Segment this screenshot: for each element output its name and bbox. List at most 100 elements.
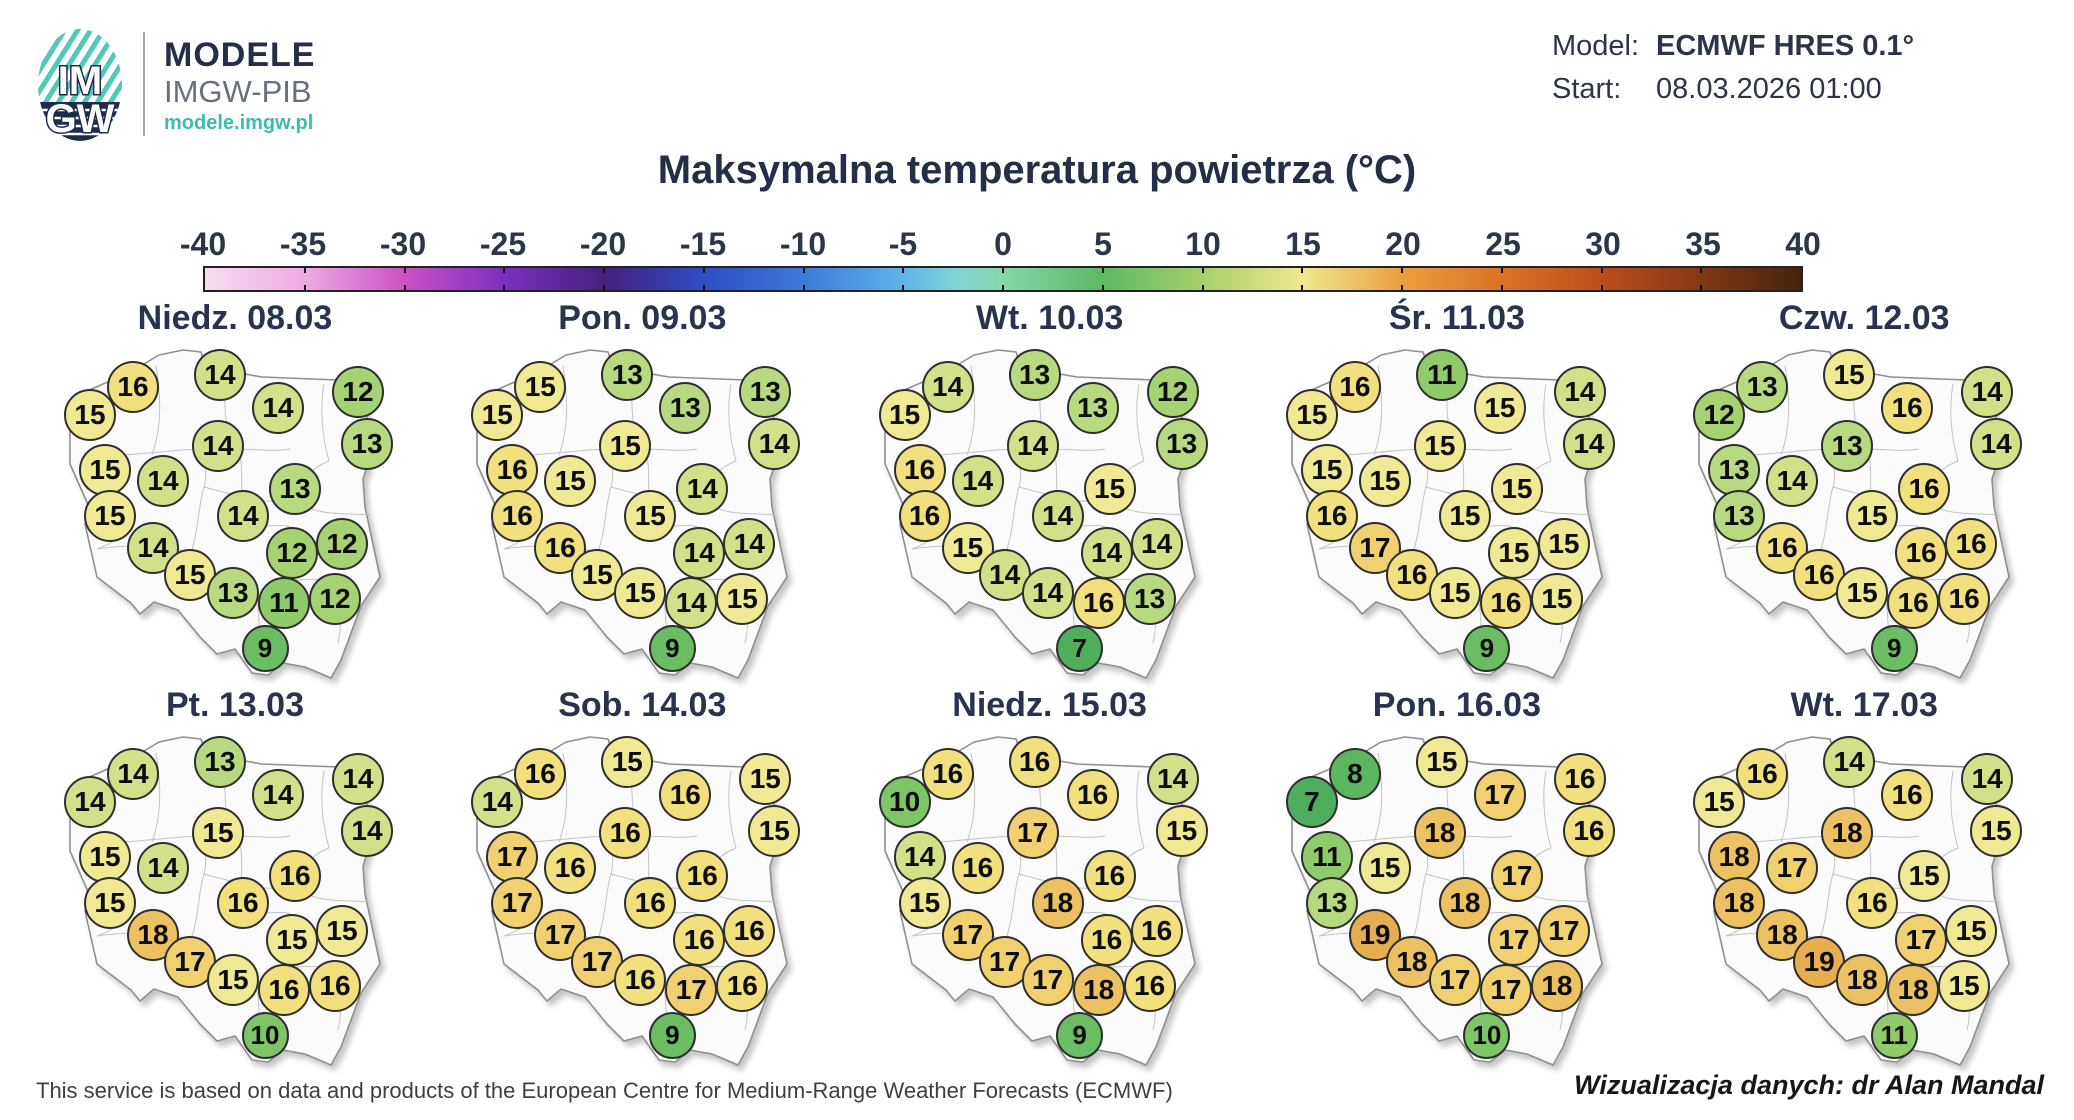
temp-bubble: 16	[491, 490, 544, 542]
colorbar-tick-mark	[1401, 285, 1403, 290]
temp-bubble: 16	[1328, 361, 1381, 413]
map-canvas: 16 16 14 10 16 15 17 14 16 16 15 18 17 16 16 17 17 18 16 9	[855, 724, 1245, 1074]
temp-bubble: 16	[1080, 914, 1133, 966]
temp-bubble: 16	[1881, 769, 1934, 821]
start-value: 08.03.2026 01:00	[1656, 73, 1882, 105]
temp-bubble: 16	[951, 842, 1004, 894]
temp-bubble: 15	[79, 831, 131, 883]
temp-bubble: 15	[1487, 527, 1540, 579]
temp-bubble: 16	[614, 954, 667, 1006]
temp-bubble: 16	[723, 905, 776, 957]
temp-bubble: 15	[614, 567, 667, 619]
temp-bubble: 14	[951, 455, 1004, 507]
forecast-map-cell: Pon. 16.03 8 15 16 7 17 16 18 11 15 17 13 18 19 17 17 1…	[1262, 687, 1652, 1074]
temp-bubble: 14	[1961, 366, 2014, 418]
map-day-title: Niedz. 15.03	[952, 686, 1147, 724]
temp-bubble: 12	[316, 518, 368, 570]
temp-bubble: 15	[514, 361, 567, 413]
temp-bubble: 14	[1970, 418, 2023, 470]
temp-bubble: 13	[1821, 420, 1874, 472]
colorbar-tick-label: -10	[779, 226, 827, 262]
temp-bubble: 18	[1708, 831, 1761, 883]
temp-bubble: 14	[1006, 420, 1059, 472]
temp-bubble: 15	[84, 490, 136, 542]
temp-bubble: 14	[673, 527, 726, 579]
temp-bubble: 15	[1358, 455, 1411, 507]
temp-bubble: 9	[648, 624, 696, 672]
colorbar-tick-mark	[1101, 268, 1104, 273]
map-day-title: Pon. 09.03	[558, 299, 727, 337]
temp-bubble: 16	[1066, 769, 1119, 821]
temp-bubble: 15	[599, 420, 652, 472]
colorbar-tick-mark	[1700, 285, 1703, 290]
logo-divider	[143, 32, 145, 136]
brand-org: IMGW-PIB	[164, 74, 312, 109]
map-canvas: 8 15 16 7 17 16 18 11 15 17 13 18 19 17 17 18 17 17 18 10	[1262, 724, 1652, 1074]
temp-bubble: 16	[659, 769, 712, 821]
colorbar-tick-mark	[802, 268, 805, 273]
temp-bubble: 18	[1438, 877, 1491, 929]
colorbar-tick-mark	[603, 268, 605, 273]
temp-bubble: 14	[192, 420, 244, 472]
temp-bubble: 16	[1945, 518, 1998, 570]
temp-bubble: 16	[1385, 549, 1438, 601]
temp-bubble: 16	[1123, 960, 1176, 1012]
temp-bubble: 16	[1898, 463, 1951, 515]
temp-bubble: 15	[748, 805, 801, 857]
temp-bubble: 14	[64, 776, 116, 828]
map-canvas: 16 14 12 15 14 13 14 15 14 13 15 14 14 12 12 15 13 11 12 9	[40, 337, 430, 687]
temp-bubble: 12	[1146, 366, 1199, 418]
temp-bubble: 18	[1887, 964, 1940, 1016]
temp-bubble: 13	[341, 418, 393, 470]
temp-bubble: 14	[137, 455, 189, 507]
temp-bubble: 11	[1415, 349, 1468, 401]
temp-bubble: 14	[194, 349, 246, 401]
temp-bubble: 16	[716, 960, 769, 1012]
temp-bubble: 15	[1846, 490, 1899, 542]
colorbar-tick-labels: -40 -35 -30 -25 -20 -15 -10 -5 0 5 10 15 20 25 30 35 40	[153, 226, 1853, 263]
temp-bubble: 17	[491, 877, 544, 929]
model-row: Model: ECMWF HRES 0.1°	[1552, 30, 1914, 63]
colorbar-tick-label: -25	[479, 226, 527, 262]
temp-bubble: 17	[486, 831, 539, 883]
temp-bubble: 17	[1766, 842, 1819, 894]
temp-bubble: 15	[1898, 850, 1951, 902]
temp-bubble: 17	[534, 909, 587, 961]
colorbar-tick-mark	[303, 268, 306, 273]
temp-bubble: 16	[599, 807, 652, 859]
forecast-map-cell: Czw. 12.03 13 15 14 12 16 14 13 13 14 16 13 15 16 16 1…	[1669, 300, 2059, 687]
temp-bubble: 14	[127, 522, 179, 574]
colorbar-tick-label: -30	[379, 226, 427, 262]
temp-bubble: 15	[739, 753, 792, 805]
colorbar-tick-mark	[902, 268, 905, 273]
temp-bubble: 13	[194, 736, 246, 788]
temp-bubble: 14	[748, 418, 801, 470]
temp-bubble: 9	[1463, 624, 1511, 672]
temp-bubble: 17	[1895, 914, 1948, 966]
forecast-map-cell: Niedz. 15.03 16 16 14 10 16 15 17 14 16 16 15 18 17 1…	[855, 687, 1245, 1074]
temp-bubble: 17	[1021, 954, 1074, 1006]
temp-bubble: 16	[1305, 490, 1358, 542]
logo-monogram-top: IM	[58, 59, 102, 103]
temp-bubble: 15	[1530, 573, 1583, 625]
temp-bubble: 15	[164, 549, 216, 601]
temp-bubble: 13	[1708, 444, 1761, 496]
colorbar-tick-mark	[1301, 285, 1304, 290]
temp-bubble: 16	[514, 748, 567, 800]
temp-bubble: 10	[878, 776, 931, 828]
colorbar-tick-mark	[1201, 268, 1204, 273]
temp-bubble: 16	[1938, 573, 1991, 625]
temp-bubble: 17	[1537, 905, 1590, 957]
forecast-map-cell: Niedz. 08.03 16 14 12 15 14 13 14 15 14 13 15 14 14 1…	[40, 300, 430, 687]
imgw-logo: IM GW	[38, 29, 122, 143]
forecast-map-cell: Śr. 11.03 16 11 14 15 15 14 15 15 15 15 16 15 17 15 15…	[1262, 300, 1652, 687]
temp-bubble: 15	[1537, 518, 1590, 570]
colorbar-tick-mark	[1002, 285, 1004, 290]
temp-bubble: 14	[921, 361, 974, 413]
brand-url-link[interactable]: modele.imgw.pl	[164, 112, 314, 134]
temp-bubble: 14	[676, 463, 729, 515]
temp-bubble: 15	[316, 905, 368, 957]
colorbar-tick-label: 20	[1385, 226, 1421, 262]
temp-bubble: 18	[1031, 877, 1084, 929]
temp-bubble: 14	[252, 382, 304, 434]
